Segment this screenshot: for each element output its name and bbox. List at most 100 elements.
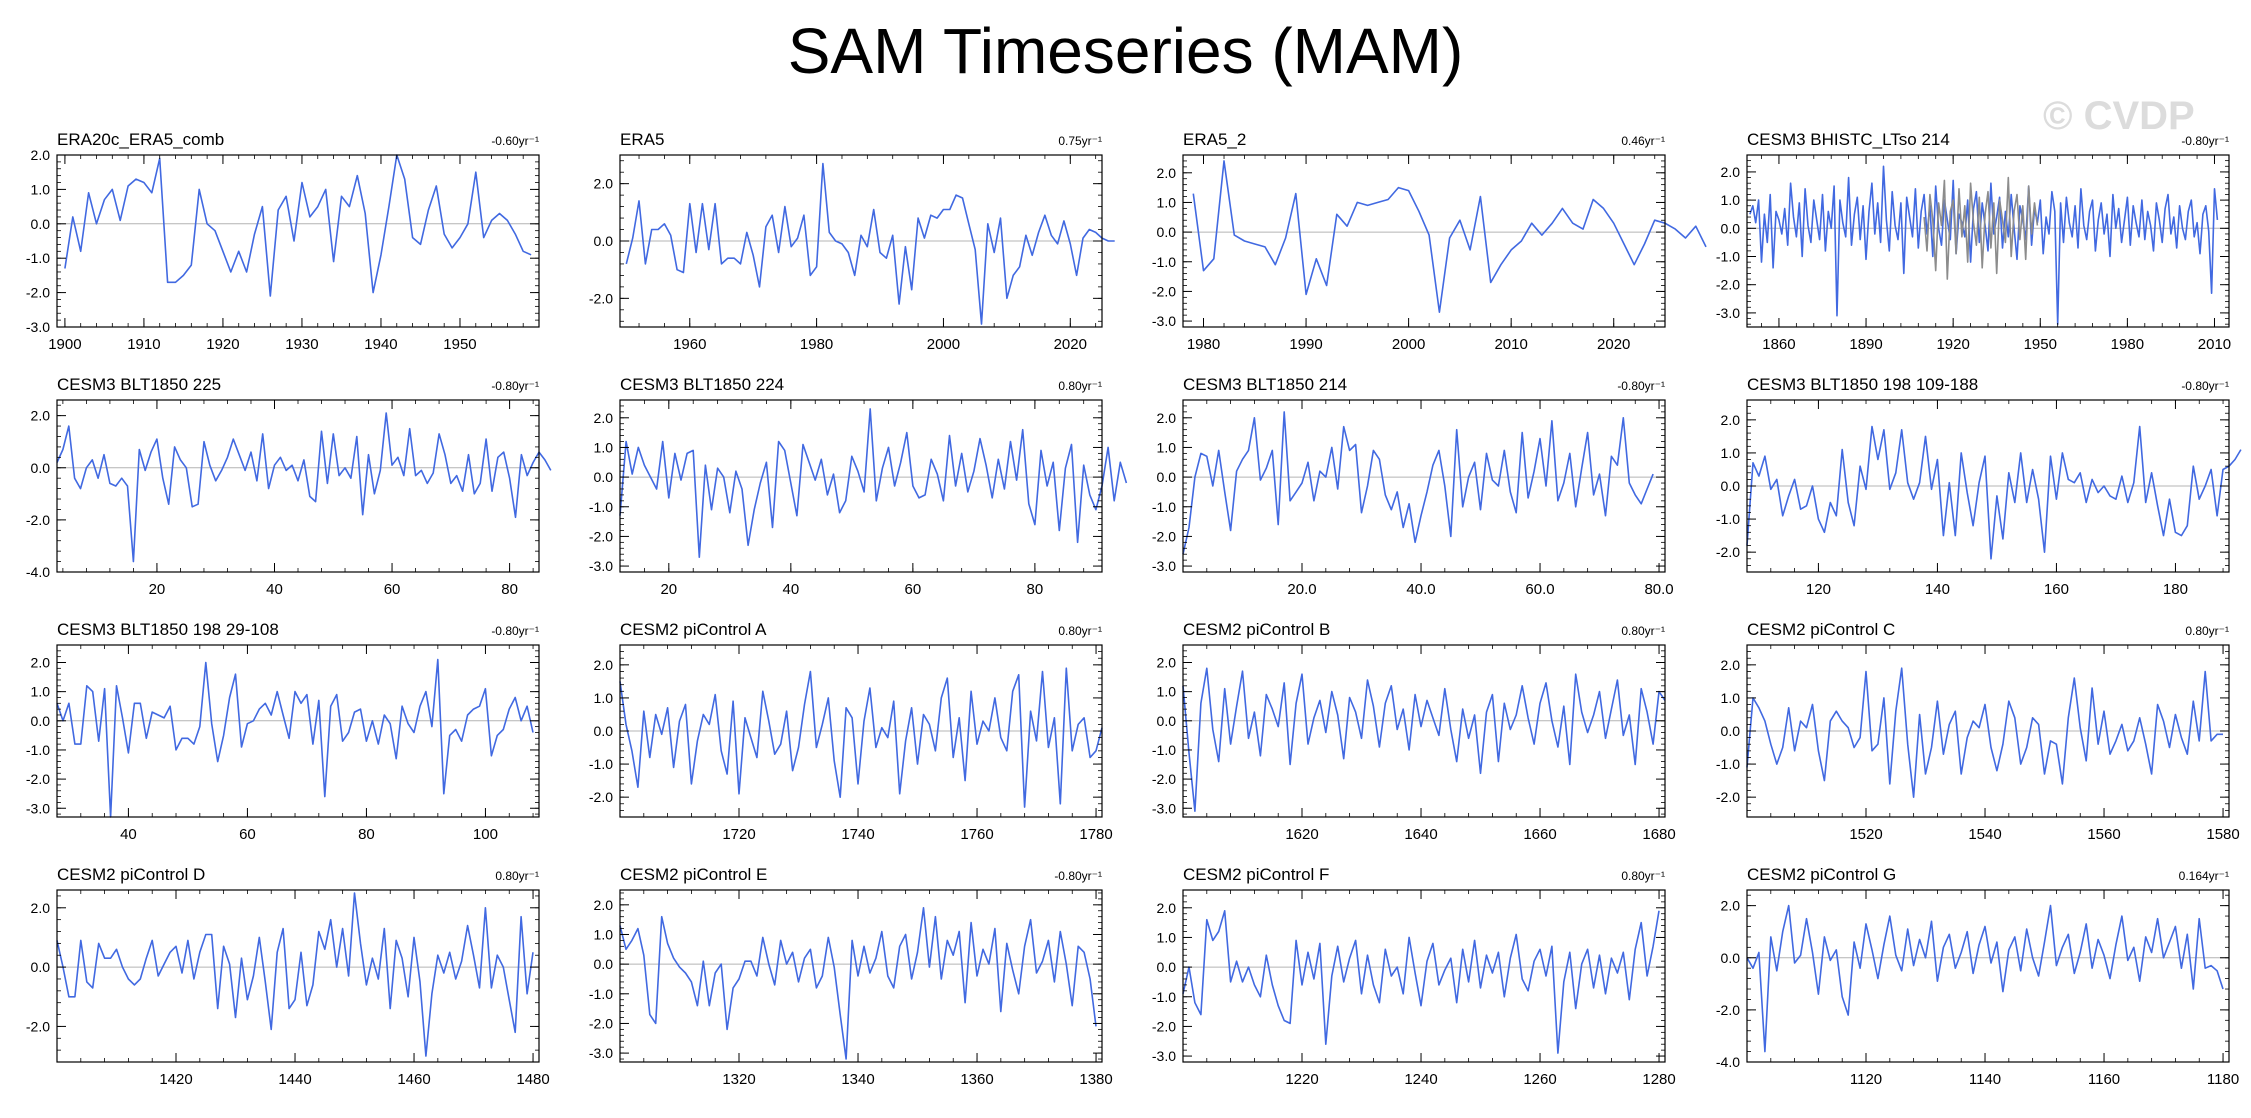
x-tick-label: 1560 [2087,826,2120,843]
y-tick-label: 0.0 [1157,713,1177,729]
y-tick-label: 2.0 [1721,412,1741,428]
x-tick-label: 1120 [1850,1071,1882,1088]
plot-frame [619,399,1103,573]
x-tick-label: 1340 [841,1071,874,1088]
x-tick-label: 1220 [1285,1071,1318,1088]
x-tick-label: 80 [501,581,518,598]
chart-panel: CESM3 BLT1850 198 109-188 -0.80yr⁻¹ -2.0 -1… [1716,375,2242,598]
chart-title: CESM2 piControl A [620,620,767,639]
trend-label: -0.80yr⁻¹ [491,624,539,638]
chart-panel: ERA5 0.75yr⁻¹ -2.0 0.0 2.0 1960 1980 2000 2020 [589,130,1115,353]
series-line [1746,425,2242,560]
x-tick-label: 1180 [2207,1071,2239,1088]
plot-frame [1182,399,1666,573]
x-tick-label: 160 [2044,581,2069,598]
y-tick-label: -1.0 [589,986,613,1002]
x-tick-label: 2010 [1494,336,1527,353]
series-line [1192,160,1707,314]
y-tick-label: -2.0 [1716,1002,1740,1018]
chart-title: CESM3 BLT1850 198 29-108 [57,620,279,639]
x-tick-label: 1910 [127,336,160,353]
x-tick-label: 20 [149,581,166,598]
y-tick-label: 1.0 [594,690,614,706]
y-tick-label: -4.0 [1716,1054,1740,1070]
x-tick-label: 1950 [443,336,476,353]
x-tick-label: 140 [1925,581,1950,598]
series-line [56,658,534,818]
y-tick-label: 1.0 [1721,445,1741,461]
chart-panel: CESM3 BLT1850 224 0.80yr⁻¹ -3.0 -2.0 -1.0 0.0… [589,375,1128,598]
y-tick-label: 0.0 [1157,959,1177,975]
y-tick-label: -1.0 [26,742,50,758]
y-tick-label: 0.0 [1157,469,1177,485]
y-tick-label: 0.0 [1721,723,1741,739]
chart-panel: CESM2 piControl B 0.80yr⁻¹ -3.0 -2.0 -1.0 0.0… [1152,620,1676,843]
y-tick-label: -2.0 [589,1015,613,1031]
y-tick-label: -2.0 [1716,544,1740,560]
x-tick-label: 40 [120,826,137,843]
y-tick-label: 2.0 [31,900,51,916]
y-tick-label: -2.0 [1152,1018,1176,1034]
x-tick-label: 80.0 [1644,581,1673,598]
y-tick-label: 0.0 [594,956,614,972]
x-tick-label: 1540 [1968,826,2001,843]
chart-title: ERA5 [620,130,664,149]
x-tick-label: 2010 [2198,336,2231,353]
series-line [56,892,534,1057]
chart-title: CESM2 piControl C [1747,620,1895,639]
series-line [1746,904,2224,1053]
x-tick-label: 1520 [1849,826,1882,843]
trend-label: 0.80yr⁻¹ [1058,379,1102,393]
plot-frame [56,644,540,818]
x-tick-label: 1160 [2088,1071,2120,1088]
y-tick-label: -3.0 [1716,305,1740,321]
chart-panel: CESM2 piControl C 0.80yr⁻¹ -2.0 -1.0 0.0 1.0 2… [1716,620,2240,843]
chart-title: CESM2 piControl B [1183,620,1330,639]
trend-label: 0.164yr⁻¹ [2179,869,2229,883]
series-line [625,162,1115,325]
x-tick-label: 100 [473,826,498,843]
x-tick-label: 1360 [960,1071,993,1088]
plot-frame [1182,154,1666,328]
y-tick-label: 2.0 [1721,657,1741,673]
y-tick-label: 2.0 [1157,165,1177,181]
y-tick-label: -1.0 [1716,756,1740,772]
y-tick-label: 2.0 [594,410,614,426]
x-tick-label: 40.0 [1406,581,1435,598]
plot-frame [56,154,540,328]
x-tick-label: 60 [239,826,256,843]
x-tick-label: 1780 [1079,826,1112,843]
y-tick-label: -3.0 [1152,313,1176,329]
x-tick-label: 1900 [48,336,81,353]
x-tick-label: 2020 [1597,336,1630,353]
trend-label: 0.80yr⁻¹ [1058,624,1102,638]
chart-title: ERA20c_ERA5_comb [57,130,224,149]
chart-panel: CESM2 piControl F 0.80yr⁻¹ -3.0 -2.0 -1.0 0.0… [1152,865,1676,1088]
y-tick-label: 1.0 [1157,684,1177,700]
x-tick-label: 20 [660,581,677,598]
y-tick-label: 0.0 [1721,478,1741,494]
y-tick-label: -2.0 [589,290,613,306]
x-tick-label: 60 [384,581,401,598]
chart-title: CESM2 piControl G [1747,865,1896,884]
series-line [1749,165,2219,326]
y-tick-label: -2.0 [26,1018,50,1034]
y-tick-label: -4.0 [26,564,50,580]
trend-label: 0.80yr⁻¹ [495,869,539,883]
y-tick-label: 2.0 [1157,410,1177,426]
y-tick-label: -2.0 [1152,771,1176,787]
chart-title: CESM2 piControl F [1183,865,1329,884]
x-tick-label: 2000 [927,336,960,353]
chart-title: CESM2 piControl E [620,865,767,884]
y-tick-label: 2.0 [31,408,51,424]
x-tick-label: 1140 [1969,1071,2001,1088]
x-tick-label: 1440 [278,1071,311,1088]
y-tick-label: 2.0 [1157,654,1177,670]
series-line [64,154,532,297]
x-tick-label: 1320 [722,1071,755,1088]
y-tick-label: 2.0 [1721,898,1741,914]
x-tick-label: 1920 [1936,336,1969,353]
x-tick-label: 1280 [1642,1071,1675,1088]
plot-frame [1182,889,1666,1063]
cvdp-watermark: © CVDP [2043,94,2195,138]
